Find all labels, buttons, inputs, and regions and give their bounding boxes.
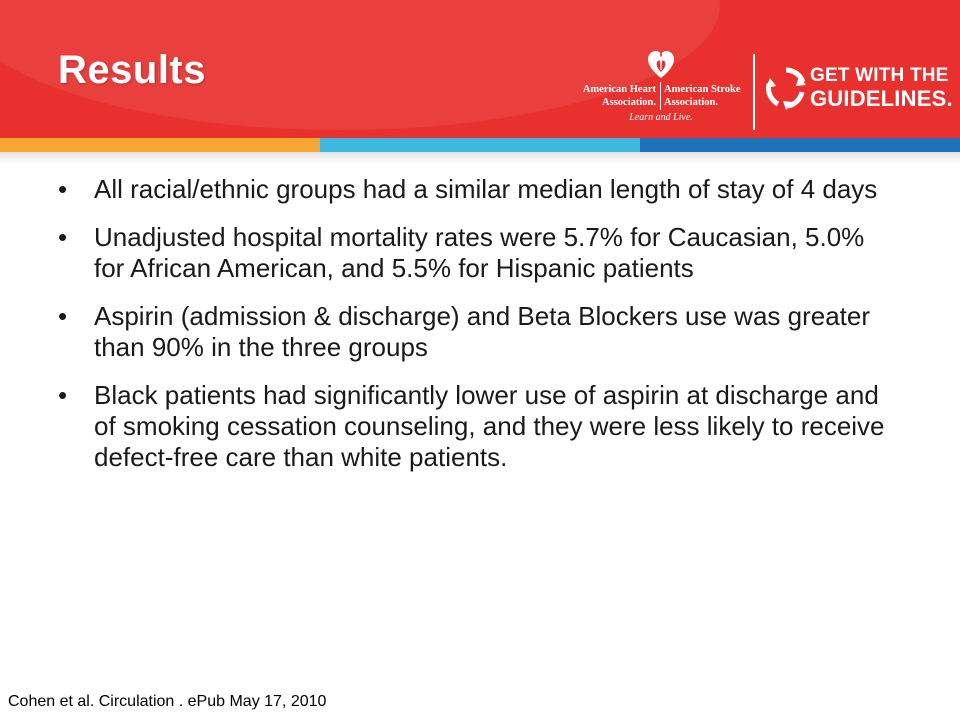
gwtg-line2: GUIDELINES. [810,86,953,111]
bullet-marker: • [58,380,68,410]
aha-asa-logo: American Heart American Stroke Associati… [576,48,746,124]
gwtg-logo-text: GET WITH THE GUIDELINES. [810,66,953,110]
header-shadow [0,152,960,164]
bullet-marker: • [58,222,68,252]
bullet-item: • All racial/ethnic groups had a similar… [58,174,898,205]
aha-tagline: Learn and Live. [629,112,693,123]
stripe-dark-blue [640,138,960,152]
bullet-text: Aspirin (admission & discharge) and Beta… [94,301,871,362]
logo-divider [753,54,755,130]
stripe-orange [0,138,320,152]
gwtg-line1: GET WITH THE [810,65,949,86]
gwtg-arrows-icon [766,67,806,110]
color-stripe-bar [0,138,960,152]
bullet-item: • Aspirin (admission & discharge) and Be… [58,301,898,363]
bullet-text: All racial/ethnic groups had a similar m… [94,174,878,204]
asa-name-line1: American Stroke [664,84,741,95]
aha-name-line1: American Heart [582,84,656,95]
header-banner: Results American Heart American Stroke A… [0,0,960,138]
stripe-light-blue [320,138,640,152]
bullet-text: Black patients had significantly lower u… [94,380,885,472]
bullet-item: • Unadjusted hospital mortality rates we… [58,222,898,284]
slide-title: Results [58,48,206,92]
asa-name-line2: Association. [664,97,718,108]
aha-divider [660,82,661,110]
bullet-list: • All racial/ethnic groups had a similar… [58,174,898,490]
heart-torch-icon [648,51,674,78]
bullet-marker: • [58,301,68,331]
aha-name-line2: Association. [602,97,656,108]
bullet-marker: • [58,174,68,204]
bullet-text: Unadjusted hospital mortality rates were… [94,222,865,283]
citation: Cohen et al. Circulation . ePub May 17, … [8,693,327,710]
bullet-item: • Black patients had significantly lower… [58,380,898,473]
